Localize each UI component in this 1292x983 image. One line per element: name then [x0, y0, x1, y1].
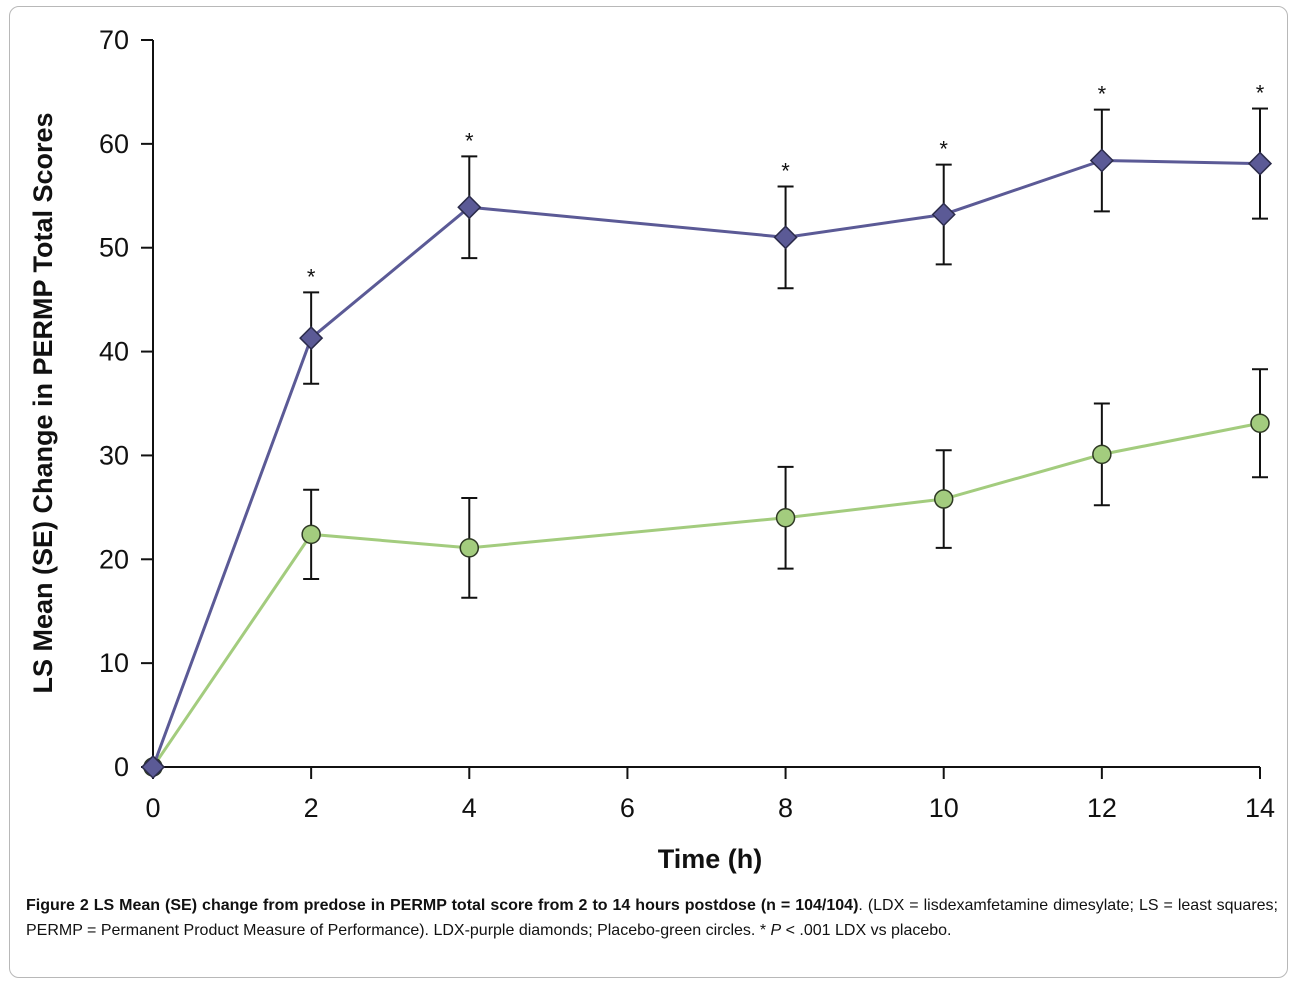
- y-tick-label: 50: [99, 233, 129, 263]
- significance-asterisk: *: [781, 158, 790, 183]
- series-ldx: * * * * * *: [140, 81, 1273, 780]
- data-point-diamond: [457, 195, 482, 220]
- data-point-diamond: [1089, 148, 1114, 173]
- data-point-diamond: [1247, 151, 1273, 176]
- significance-asterisk: *: [465, 128, 474, 153]
- x-tick-label: 10: [929, 793, 959, 823]
- data-point-circle: [1250, 413, 1270, 433]
- x-tick-label: 2: [304, 793, 319, 823]
- x-axis-label: Time (h): [658, 844, 763, 874]
- series-line: [151, 421, 1261, 768]
- significance-asterisk: *: [1098, 82, 1107, 107]
- x-tick-label: 14: [1245, 793, 1275, 823]
- y-tick-label: 30: [99, 440, 129, 470]
- series-line: [151, 158, 1261, 768]
- x-tick-label: 12: [1087, 793, 1117, 823]
- line-chart: 0 10 20 30 40 50 60 70 0 2 4 6 8 10 12 14 * * * * * * LS Mea…: [28, 25, 1275, 874]
- y-tick-label: 20: [99, 544, 129, 574]
- y-axis-label: LS Mean (SE) Change in PERMP Total Score…: [28, 112, 58, 693]
- significance-asterisk: *: [1256, 81, 1265, 106]
- data-point-circle: [1092, 444, 1112, 465]
- x-tick-label: 8: [778, 793, 793, 823]
- figure-frame: [9, 6, 1288, 978]
- y-tick-label: 0: [114, 752, 129, 782]
- data-point-diamond: [140, 754, 166, 780]
- data-point-circle: [459, 538, 480, 558]
- caption-title: Figure 2 LS Mean (SE) change from predos…: [26, 897, 859, 914]
- chart-axes: 0 10 20 30 40 50 60 70 0 2 4 6 8 10 12 14: [99, 25, 1275, 823]
- significance-asterisk: *: [939, 137, 948, 162]
- data-point-circle: [301, 524, 321, 545]
- x-tick-label: 4: [462, 793, 477, 823]
- data-point-diamond: [299, 326, 324, 351]
- data-point-diamond: [931, 202, 956, 227]
- data-point-circle: [933, 489, 954, 509]
- y-tick-label: 70: [99, 25, 129, 55]
- figure-caption: Figure 2 LS Mean (SE) change from predos…: [26, 893, 1278, 943]
- data-point-circle: [775, 507, 796, 528]
- significance-asterisk: *: [307, 264, 316, 289]
- data-point-diamond: [773, 225, 798, 250]
- x-tick-label: 6: [620, 793, 635, 823]
- y-tick-label: 10: [99, 648, 129, 678]
- caption-text-b: < .001 LDX vs placebo.: [781, 922, 952, 939]
- y-tick-label: 60: [99, 129, 129, 159]
- caption-text-a: . (LDX = lisdexamfetamine dimesylate; LS…: [26, 897, 1279, 939]
- series-placebo: [143, 368, 1270, 777]
- x-tick-label: 0: [145, 793, 160, 823]
- caption-p-symbol: P: [770, 922, 782, 939]
- chart-series: * * * * * *: [140, 81, 1273, 780]
- y-tick-label: 40: [99, 337, 129, 367]
